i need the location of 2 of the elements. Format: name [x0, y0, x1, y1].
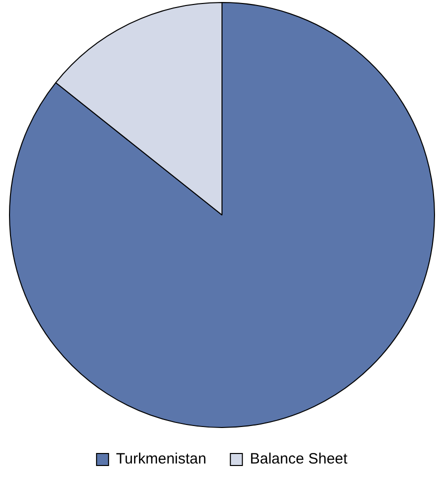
legend-label: Turkmenistan — [116, 450, 206, 468]
legend-label: Balance Sheet — [250, 450, 348, 468]
